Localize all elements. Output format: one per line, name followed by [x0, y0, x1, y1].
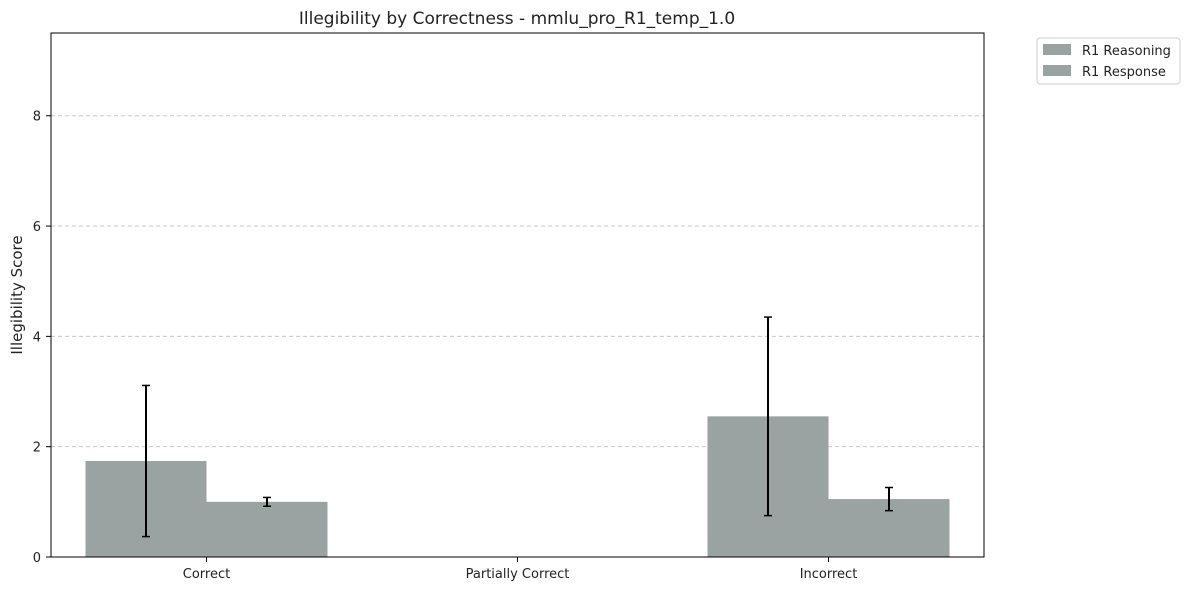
- y-tick-label: 0: [33, 551, 41, 566]
- y-tick-label: 8: [33, 110, 41, 125]
- legend-label-r1-reasoning: R1 Reasoning: [1082, 44, 1171, 59]
- error-bar-r1-reasoning-incorrect: [764, 316, 772, 517]
- y-tick-label: 4: [33, 330, 41, 345]
- x-tick-label-partially-correct: Partially Correct: [466, 567, 570, 582]
- y-axis-title: Illegibility Score: [8, 235, 26, 354]
- bars-group: [85, 416, 950, 557]
- legend-swatch-r1-reasoning: [1043, 44, 1071, 55]
- error-bar-r1-reasoning-correct: [142, 384, 150, 538]
- error-bars-group: [142, 316, 893, 538]
- legend-frame: [1036, 37, 1181, 85]
- y-axis-ticks: 0 2 4 6 8: [33, 110, 51, 566]
- bar-r1-response-correct: [206, 501, 328, 557]
- legend-label-r1-response: R1 Response: [1082, 65, 1166, 80]
- legend: R1 Reasoning R1 Response: [1036, 37, 1181, 85]
- x-tick-label-correct: Correct: [183, 567, 230, 582]
- y-tick-label: 6: [33, 220, 41, 235]
- error-bar-r1-response-correct: [263, 496, 271, 508]
- grid-lines: [51, 115, 984, 448]
- chart-title: Illegibility by Correctness - mmlu_pro_R…: [299, 9, 735, 29]
- legend-swatch-r1-response: [1043, 65, 1071, 76]
- x-axis-ticks: Correct Partially Correct Incorrect: [183, 557, 858, 582]
- x-tick-label-incorrect: Incorrect: [800, 567, 858, 582]
- y-tick-label: 2: [33, 441, 41, 456]
- error-bar-r1-response-incorrect: [885, 486, 893, 512]
